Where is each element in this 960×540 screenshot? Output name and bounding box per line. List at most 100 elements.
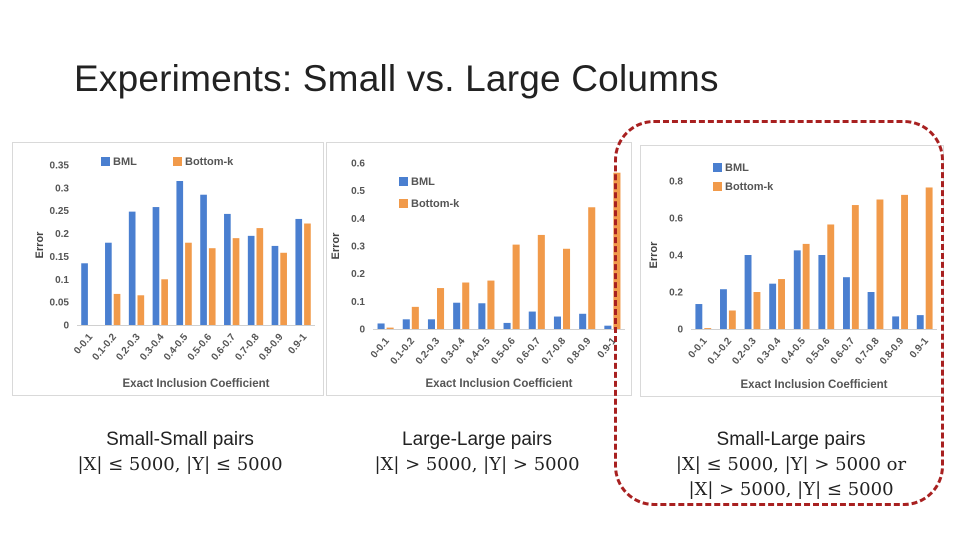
bar-bottom-k [802,243,810,329]
bar-bottom-k [386,327,394,329]
y-axis-label: Error [34,231,46,259]
bar-bottom-k [512,244,520,329]
x-tick-label: 0.3-0.4 [138,332,167,363]
bar-bml [528,311,536,329]
y-tick-label: 0.5 [351,186,365,197]
x-tick-label: 0.4-0.5 [464,336,493,367]
x-axis-label: Exact Inclusion Coefficient [123,378,270,390]
x-tick-label: 0.9-1 [286,332,309,357]
x-tick-label: 0.1-0.2 [389,336,418,367]
slide-title: Experiments: Small vs. Large Columns [74,58,719,99]
x-tick-label: 0.3-0.4 [439,336,468,367]
caption-condition: |X| > 5000, |Y| > 5000 [374,454,580,475]
bar-bottom-k [185,242,192,325]
y-axis-label: Error [330,232,342,260]
bar-bottom-k [925,187,933,329]
bar-bml [176,181,184,325]
bar-bml [553,316,561,329]
bar-bottom-k [704,328,712,329]
bar-bottom-k [901,194,908,329]
bar-bml [720,289,727,329]
y-tick-label: 0 [359,325,365,336]
x-tick-label: 0.5-0.6 [489,336,518,367]
bar-bottom-k [728,310,736,329]
chart-panel-small-large: 0 0.2 0.4 0.6 0.8 Error 0-0.1 0.1-0.2 0.2-0.3 0.3… [640,145,944,397]
bar-bml [503,322,511,329]
bar-bml [453,302,461,329]
y-tick-label: 0.1 [55,275,69,286]
x-tick-label: 0.5-0.6 [186,332,215,363]
legend-swatch [173,157,182,166]
caption-large-large: Large-Large pairs |X| > 5000, |Y| > 5000 [352,427,602,477]
y-tick-label: 0.2 [55,229,69,240]
y-tick-label: 0.25 [50,206,70,217]
legend-label: BML [725,162,749,174]
bar-bottom-k [304,223,311,325]
bar-bml [867,292,875,329]
legend-swatch [399,177,408,186]
bar-bottom-k [827,224,835,329]
x-tick-label: 0-0.1 [369,336,392,361]
bar-bottom-k [113,293,121,325]
y-tick-label: 0.05 [50,298,70,309]
bar-bottom-k [778,279,785,329]
bar-bml [271,245,279,325]
y-tick-label: 0.8 [669,177,683,188]
bar-bml [247,235,255,325]
bar-bml [843,277,850,329]
x-tick-label: 0.2-0.3 [114,332,143,363]
x-tick-label: 0.6-0.7 [210,332,239,363]
y-tick-label: 0.2 [351,269,365,280]
bar-bml [695,304,703,329]
bar-bottom-k [462,282,470,329]
caption-condition-alt: |X| > 5000, |Y| ≤ 5000 [688,479,894,500]
legend-swatch [713,182,722,191]
legend-swatch [101,157,110,166]
bar-bottom-k [753,292,761,329]
bar-bottom-k [851,205,859,329]
chart-svg: 00.050.10.150.20.250.30.35Error0-0.10.1-… [34,156,315,390]
x-tick-label: 0.8-0.9 [257,332,286,363]
legend-label: BML [411,176,435,188]
bar-bottom-k [876,199,884,329]
bar-bml [892,316,900,329]
bar-bml [224,213,231,325]
bar-bottom-k [563,248,571,329]
bar-bml [105,242,112,325]
bar-bml [200,194,207,325]
chart-panel-small-small: 0 0.05 0.1 0.15 0.2 0.25 0.3 0.35 Error 0-0.1 0.1-… [12,142,324,396]
bar-bottom-k [411,306,419,329]
y-tick-label: 0.15 [50,252,70,263]
chart-svg: 0 0.1 0.2 0.3 0.4 0.5 0.6 Error 0-0.10.1-0.20.2-… [330,159,625,390]
bar-bottom-k [208,248,216,325]
y-tick-label: 0.3 [55,183,69,194]
x-tick-label: 0.2-0.3 [414,336,443,367]
y-tick-label: 0 [677,325,683,336]
bar-bml [478,303,486,329]
y-tick-label: 0 [63,321,69,332]
bar-bml [377,323,385,329]
bar-bml [402,319,410,329]
chart-svg: 00.20.40.60.8Error0-0.10.1-0.20.2-0.30.3… [648,162,937,391]
caption-small-large: Small-Large pairs |X| ≤ 5000, |Y| > 5000… [652,427,930,502]
bar-bottom-k [588,207,596,329]
bar-bottom-k [161,279,168,325]
bar-bottom-k [232,238,240,325]
x-tick-label: 0.6-0.7 [515,336,544,367]
legend-label: Bottom-k [725,181,774,193]
y-tick-label: 0.6 [351,159,365,170]
bar-bottom-k [437,288,445,329]
x-axis-label: Exact Inclusion Coefficient [426,378,573,390]
bar-bml [744,255,752,329]
legend-label: Bottom-k [411,198,460,210]
y-tick-label: 0.3 [351,242,365,253]
x-axis-label: Exact Inclusion Coefficient [741,379,888,391]
caption-label: Large-Large pairs [402,429,552,450]
x-tick-label: 0.4-0.5 [162,332,191,363]
highlight-frame [614,120,944,506]
bar-bml [604,325,612,329]
y-tick-label: 0.1 [351,297,365,308]
y-tick-label: 0.4 [351,214,365,225]
x-tick-label: 0.8-0.9 [565,336,594,367]
y-tick-label: 0.2 [669,288,683,299]
